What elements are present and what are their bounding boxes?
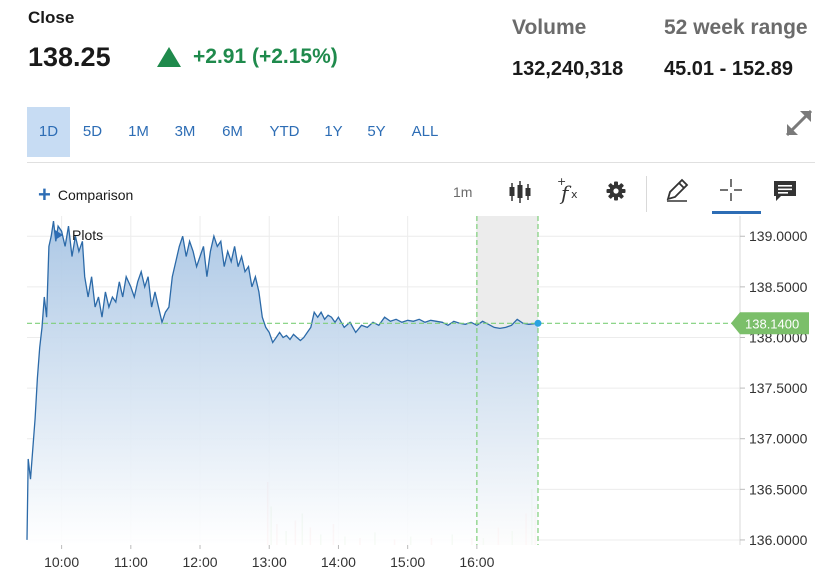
- range-tab[interactable]: 1M: [128, 123, 149, 140]
- gear-icon[interactable]: [606, 181, 626, 201]
- range-tab[interactable]: ALL: [411, 123, 439, 140]
- price-line: [26, 221, 539, 540]
- x-tick-label: 15:00: [390, 554, 425, 570]
- comparison-label: Comparison: [57, 187, 134, 203]
- quote-price: 138.25: [28, 42, 111, 72]
- quote-label: Close: [28, 8, 75, 27]
- range-tabs: 1D 5D 1M 3M 6M YTD 1Y 5Y ALL: [27, 107, 452, 157]
- svg-text:x: x: [571, 188, 578, 201]
- last-value-tag-text: 138.1400: [745, 316, 799, 331]
- volume-label: Volume: [512, 16, 587, 39]
- quote-change: +2.91 (+2.15%): [157, 45, 338, 69]
- range-tab[interactable]: 5D: [82, 123, 103, 140]
- last-value-tag: 138.1400: [731, 312, 809, 335]
- range-value: 45.01 - 152.89: [664, 58, 793, 80]
- y-tick-label: 137.0000: [749, 431, 808, 447]
- x-axis-ticks: 10:00 11:00 12:00 13:00 14:00 15:00 16:00: [44, 545, 495, 570]
- range-tab[interactable]: 5Y: [367, 123, 386, 140]
- plus-icon: +: [38, 182, 51, 207]
- x-tick-label: 12:00: [183, 554, 218, 570]
- y-axis-ticks: 139.0000138.5000138.0000137.5000137.0000…: [740, 228, 808, 548]
- range-tab[interactable]: 3M: [174, 123, 196, 140]
- comparison-button[interactable]: + Comparison: [38, 182, 134, 207]
- crosshair-active-indicator: [712, 211, 761, 214]
- candlestick-icon[interactable]: [508, 180, 536, 204]
- x-tick-label: 10:00: [44, 554, 79, 570]
- x-tick-label: 11:00: [114, 554, 148, 570]
- expand-icon[interactable]: [784, 108, 814, 138]
- range-tab[interactable]: 6M: [222, 123, 243, 140]
- y-tick-label: 136.0000: [749, 532, 808, 548]
- y-tick-label: 139.0000: [749, 228, 808, 244]
- range-tab[interactable]: 1D: [27, 107, 70, 157]
- y-tick-label: 137.5000: [749, 380, 808, 396]
- up-arrow-icon: [157, 47, 181, 67]
- plots-label: Plots: [72, 227, 104, 243]
- x-tick-label: 13:00: [252, 554, 287, 570]
- function-icon[interactable]: + f x: [555, 176, 583, 206]
- toolbar-divider: [27, 162, 815, 163]
- y-tick-label: 138.5000: [749, 279, 808, 295]
- crosshair-icon[interactable]: [719, 178, 743, 202]
- range-tab[interactable]: YTD: [269, 123, 300, 140]
- toolbar-separator: [646, 176, 647, 212]
- plots-toggle[interactable]: Plots: [55, 227, 103, 243]
- svg-text:+: +: [557, 176, 566, 188]
- interval-selector[interactable]: 1m: [453, 184, 473, 200]
- price-area: [27, 221, 538, 545]
- caret-right-icon: [55, 230, 63, 240]
- pencil-icon[interactable]: [664, 177, 690, 203]
- volume-value: 132,240,318: [512, 58, 624, 80]
- comment-icon[interactable]: [773, 180, 797, 202]
- last-value-dot: [534, 319, 542, 327]
- range-tab[interactable]: 1Y: [324, 123, 343, 140]
- range-label: 52 week range: [664, 16, 808, 39]
- quote-change-text: +2.91 (+2.15%): [193, 45, 338, 68]
- x-tick-label: 14:00: [321, 554, 356, 570]
- x-tick-label: 16:00: [459, 554, 494, 570]
- last-value-tag-bg: [731, 312, 809, 335]
- y-tick-label: 136.5000: [749, 481, 808, 497]
